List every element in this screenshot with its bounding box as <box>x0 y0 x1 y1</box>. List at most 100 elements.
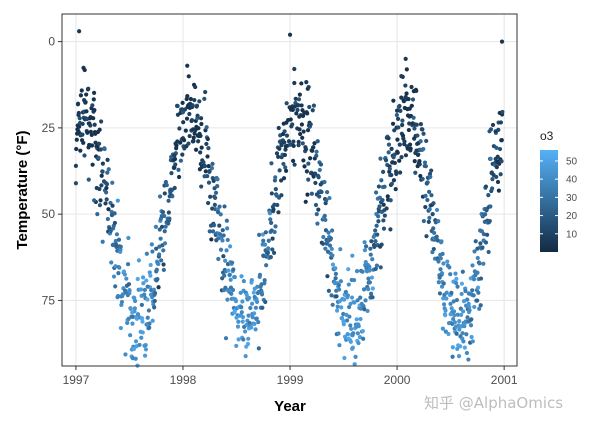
data-point <box>141 281 146 286</box>
data-point <box>183 128 188 133</box>
data-point <box>430 250 435 255</box>
data-point <box>277 146 282 151</box>
data-point <box>266 238 271 243</box>
data-point <box>217 223 222 228</box>
data-point <box>147 321 152 326</box>
data-point <box>290 122 295 127</box>
data-point <box>105 170 110 175</box>
data-point <box>393 186 398 192</box>
data-point <box>389 181 394 186</box>
data-point <box>273 187 278 192</box>
data-point <box>193 147 199 152</box>
data-point <box>373 239 378 244</box>
data-point <box>130 314 136 319</box>
data-point <box>284 101 289 106</box>
data-point <box>496 188 501 193</box>
x-tick-label: 1999 <box>277 373 304 387</box>
data-point <box>427 189 432 194</box>
data-point <box>411 115 416 120</box>
data-point <box>172 157 178 162</box>
data-point <box>139 335 144 340</box>
data-point <box>124 276 129 281</box>
data-point <box>469 317 474 322</box>
data-point <box>162 213 167 219</box>
data-point <box>355 331 360 336</box>
data-point <box>114 244 119 250</box>
data-point <box>252 294 257 300</box>
data-point <box>397 158 402 163</box>
data-point <box>112 220 117 226</box>
data-point <box>456 354 462 359</box>
data-point <box>346 267 351 272</box>
data-point <box>82 153 87 158</box>
data-point <box>494 145 499 150</box>
data-point <box>239 305 244 310</box>
data-point <box>337 343 342 348</box>
data-point <box>341 311 346 317</box>
data-point <box>162 191 167 196</box>
data-point <box>181 120 186 125</box>
data-point <box>246 336 251 341</box>
data-point <box>330 262 336 267</box>
data-point <box>426 219 431 224</box>
data-point <box>325 190 330 195</box>
data-point <box>497 146 503 152</box>
data-point <box>222 273 227 278</box>
data-point <box>330 302 335 307</box>
data-point <box>143 343 148 348</box>
data-point <box>346 282 351 287</box>
data-point <box>322 213 327 218</box>
data-point <box>475 255 480 261</box>
data-point <box>366 276 371 281</box>
x-tick-label: 2001 <box>491 373 518 387</box>
data-point <box>91 116 96 121</box>
data-point <box>318 162 324 167</box>
data-point <box>500 109 505 115</box>
data-point <box>305 192 310 197</box>
data-point <box>263 230 268 235</box>
data-point <box>470 263 475 268</box>
data-point <box>390 121 396 126</box>
data-point <box>159 258 164 263</box>
data-point <box>73 181 79 186</box>
data-point <box>215 177 220 182</box>
data-point <box>439 271 445 276</box>
data-point <box>386 136 391 141</box>
data-point <box>136 258 142 263</box>
data-point <box>192 131 197 136</box>
data-point <box>180 152 185 157</box>
data-point <box>354 269 360 274</box>
data-point <box>85 130 90 135</box>
data-point <box>329 246 334 252</box>
data-point <box>299 81 304 86</box>
data-point <box>439 239 444 244</box>
data-point <box>498 172 503 177</box>
data-point <box>460 331 465 336</box>
data-point <box>299 122 305 127</box>
data-point <box>303 147 309 152</box>
data-point <box>270 247 275 252</box>
data-points <box>73 29 505 368</box>
data-point <box>383 158 389 163</box>
data-point <box>367 268 372 273</box>
data-point <box>105 216 110 222</box>
data-point <box>329 293 334 298</box>
data-point <box>297 92 302 97</box>
data-point <box>86 86 91 91</box>
data-point <box>78 148 83 153</box>
data-point <box>421 131 426 136</box>
data-point <box>301 129 306 134</box>
data-point <box>155 277 160 282</box>
data-point <box>100 239 105 244</box>
data-point <box>109 260 114 265</box>
data-point <box>283 168 289 173</box>
data-point <box>123 352 128 357</box>
data-point <box>343 289 348 295</box>
data-point <box>319 189 324 195</box>
data-point <box>248 305 253 311</box>
data-point <box>288 117 293 122</box>
data-point <box>364 244 369 249</box>
data-point <box>438 267 443 272</box>
data-point <box>264 263 269 268</box>
data-point <box>455 312 460 317</box>
